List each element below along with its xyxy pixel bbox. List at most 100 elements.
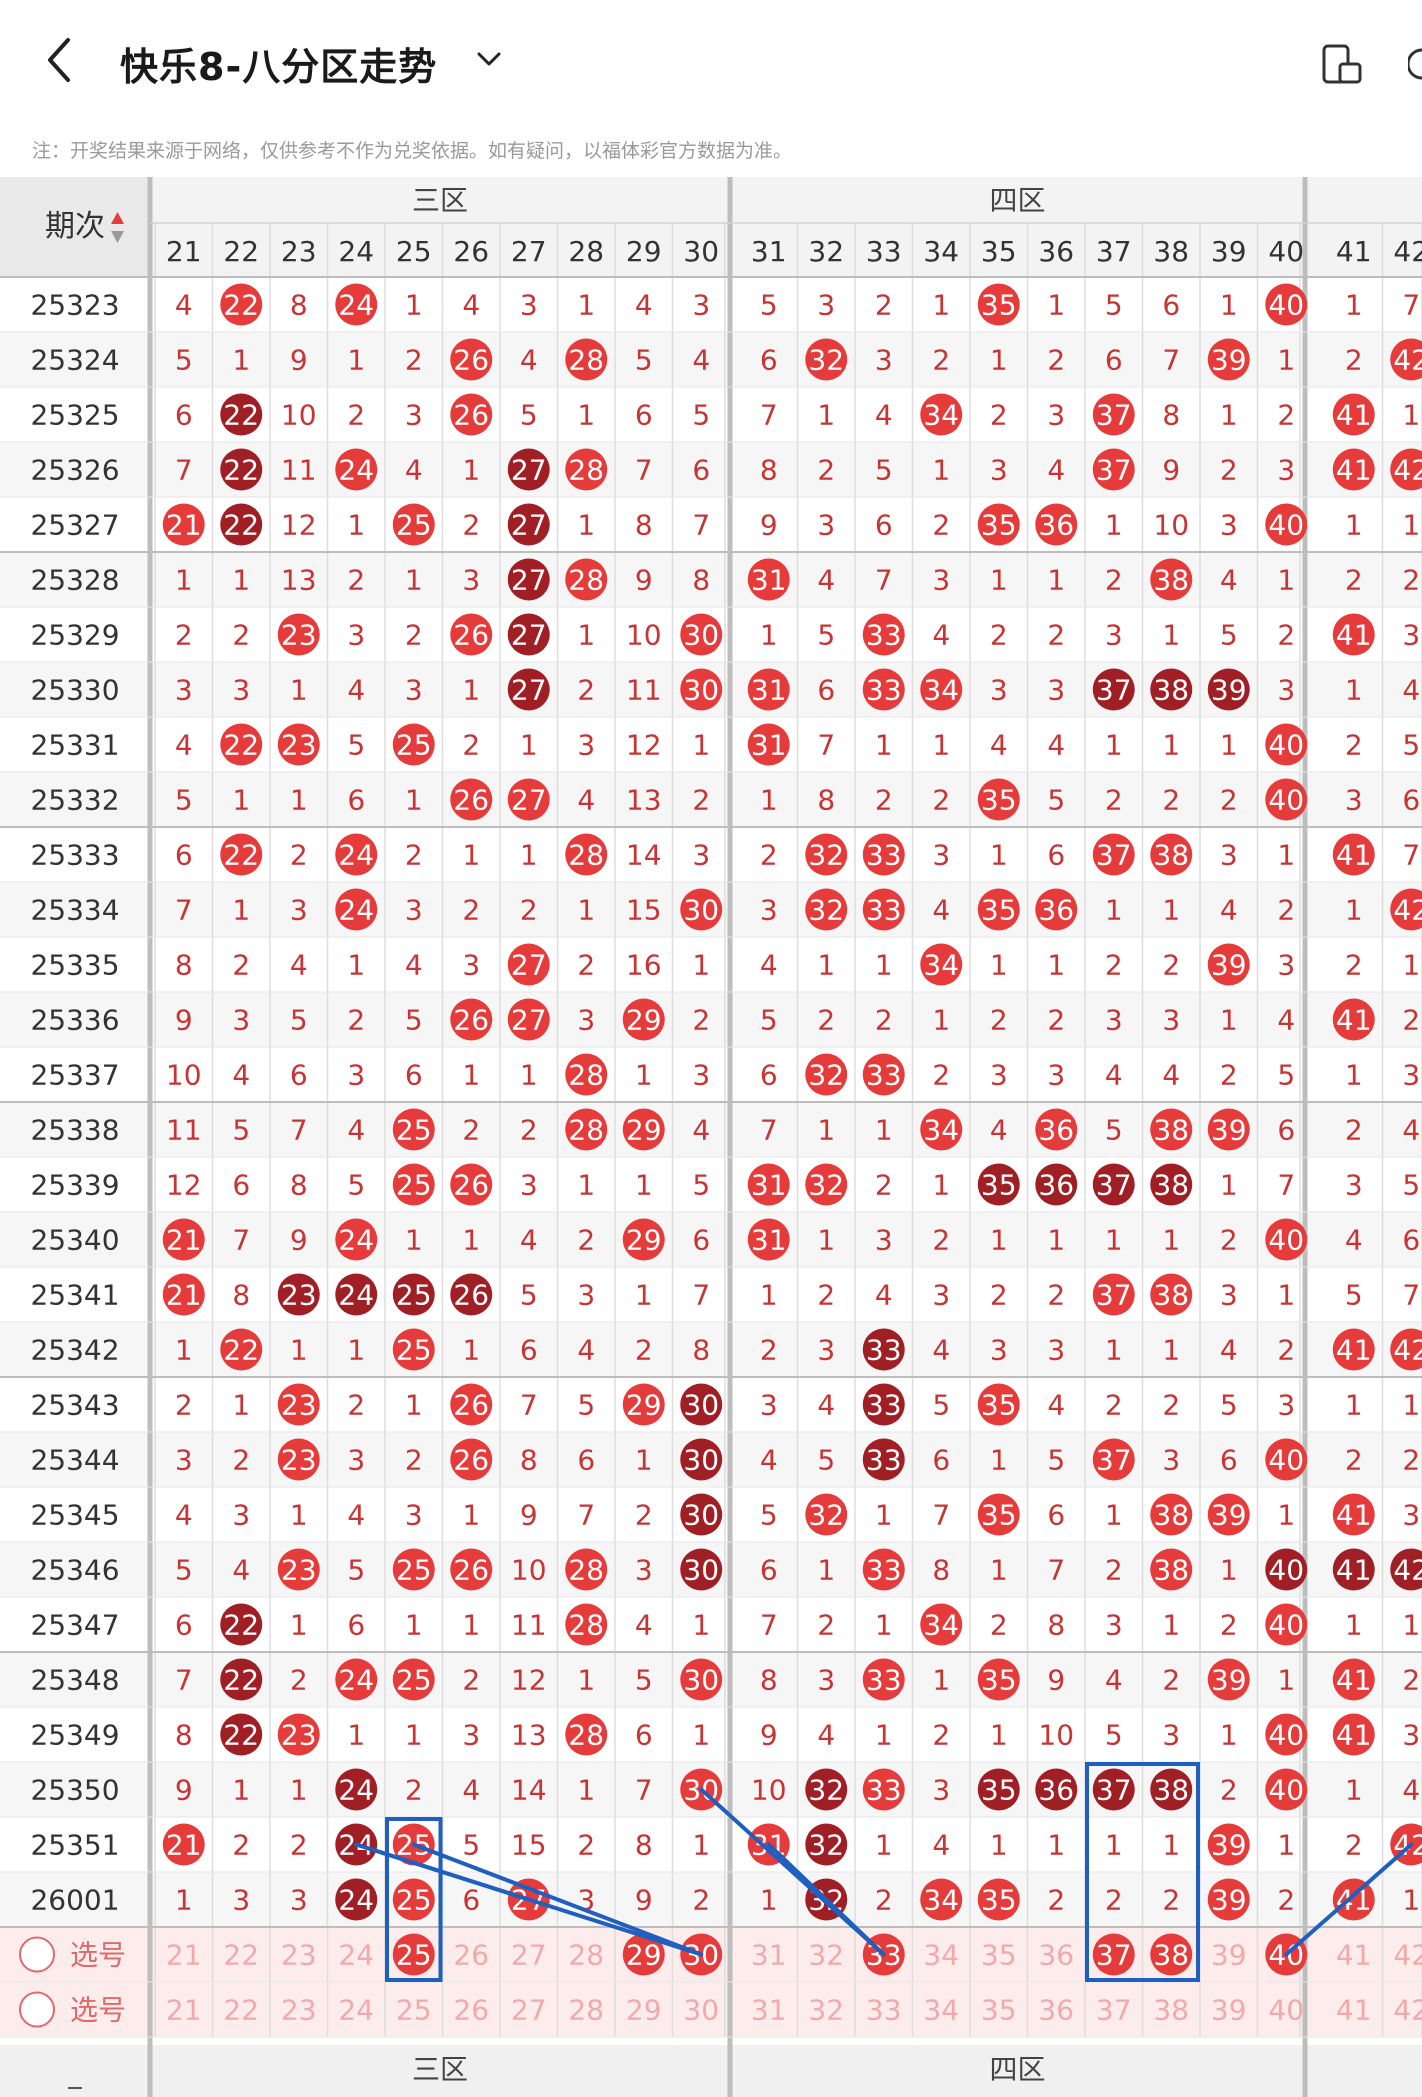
- pick-option[interactable]: 31: [751, 1939, 787, 1972]
- miss-count: 3: [405, 1499, 423, 1532]
- miss-count: 1: [1220, 729, 1238, 762]
- trend-line[interactable]: [766, 1842, 886, 1957]
- selection-box[interactable]: [385, 1817, 443, 1982]
- pick-option[interactable]: 39: [1211, 1939, 1247, 1972]
- pick-option[interactable]: 22: [223, 1939, 259, 1972]
- miss-count: 2: [875, 1169, 893, 1202]
- picked-ball[interactable]: [1092, 1933, 1135, 1976]
- pick-option[interactable]: 27: [511, 1939, 547, 1972]
- picked-ball[interactable]: [1150, 1933, 1193, 1976]
- miss-count: 7: [760, 399, 778, 432]
- miss-count: 3: [1047, 1059, 1065, 1092]
- miss-count: 3: [932, 1279, 950, 1312]
- miss-count: 5: [1047, 1444, 1065, 1477]
- miss-count: 4: [932, 1829, 950, 1862]
- miss-count: 2: [1277, 619, 1295, 652]
- miss-count: 2: [1162, 1664, 1180, 1697]
- pick-option[interactable]: 33: [866, 1994, 902, 2027]
- miss-count: 1: [1220, 289, 1238, 322]
- picked-ball[interactable]: [392, 1933, 435, 1976]
- pick-option[interactable]: 30: [683, 1994, 719, 2027]
- pick-option[interactable]: 25: [396, 1994, 432, 2027]
- miss-count: 10: [751, 1774, 787, 1807]
- miss-count: 5: [1345, 1279, 1363, 1312]
- miss-count: 3: [1220, 1279, 1238, 1312]
- pick-option[interactable]: 28: [568, 1939, 604, 1972]
- more-icon[interactable]: [1408, 46, 1422, 82]
- pick-option[interactable]: 27: [511, 1994, 547, 2027]
- pick-option[interactable]: 35: [981, 1939, 1017, 1972]
- row-period: 25325: [30, 399, 119, 432]
- footer-header-bg: [0, 2045, 1422, 2097]
- miss-count: 1: [175, 1334, 193, 1367]
- miss-count: 16: [626, 949, 662, 982]
- drawn-ball: [747, 558, 790, 601]
- ball-number: 30: [683, 1554, 719, 1587]
- pick-option[interactable]: 32: [808, 1939, 844, 1972]
- pick-option[interactable]: 40: [1268, 1994, 1304, 2027]
- miss-count: 4: [405, 454, 423, 487]
- miss-count: 3: [1220, 509, 1238, 542]
- table-row: 25325 6 22 10 2 3 26 5 1 6 5 7 1 4 34 2 3 37 8 1 2 41 1: [30, 393, 1420, 436]
- pick-option[interactable]: 28: [568, 1994, 604, 2027]
- pick-option[interactable]: 38: [1153, 1994, 1189, 2027]
- pick-option[interactable]: 35: [981, 1994, 1017, 2027]
- sort-icon[interactable]: [111, 212, 124, 243]
- miss-count: 10: [511, 1554, 547, 1587]
- pick-option[interactable]: 31: [751, 1994, 787, 2027]
- pick-option[interactable]: 29: [626, 1994, 662, 2027]
- row-period: 25326: [30, 454, 119, 487]
- ball-number: 28: [568, 1114, 604, 1147]
- pick-option[interactable]: 22: [223, 1994, 259, 2027]
- trend-line[interactable]: [1284, 1842, 1414, 1957]
- table-row: 25349 8 22 23 1 1 3 13 28 6 1 9 4 1 2 1 10 5 3 1 40 41 3: [30, 1713, 1420, 1756]
- drawn-ball: [862, 1658, 905, 1701]
- pick-option[interactable]: 23: [281, 1939, 317, 1972]
- pick-option[interactable]: 26: [453, 1994, 489, 2027]
- pick-option[interactable]: 23: [281, 1994, 317, 2027]
- pick-option[interactable]: 36: [1038, 1939, 1074, 1972]
- pick-option[interactable]: 42: [1393, 1939, 1422, 1972]
- ball-number: 23: [281, 729, 317, 762]
- pick-option[interactable]: 42: [1393, 1994, 1422, 2027]
- miss-count: 6: [347, 1609, 365, 1642]
- pick-option[interactable]: 36: [1038, 1994, 1074, 2027]
- chevron-left-icon[interactable]: [40, 34, 80, 86]
- row-period: 25337: [30, 1059, 119, 1092]
- miss-count: 4: [175, 1499, 193, 1532]
- pick-option[interactable]: 24: [338, 1994, 374, 2027]
- miss-count: 5: [405, 1004, 423, 1037]
- miss-count: 8: [692, 1334, 710, 1367]
- drawn-ball: [507, 778, 550, 821]
- pick-option[interactable]: 32: [808, 1994, 844, 2027]
- pick-option[interactable]: 41: [1336, 1939, 1372, 1972]
- trend-line[interactable]: [411, 1842, 704, 1957]
- ball-number: 22: [223, 729, 259, 762]
- picked-ball[interactable]: [622, 1933, 665, 1976]
- pick-option[interactable]: 39: [1211, 1994, 1247, 2027]
- pick-option[interactable]: 26: [453, 1939, 489, 1972]
- page-title[interactable]: 快乐8-八分区走势: [120, 45, 438, 89]
- pick-option[interactable]: 34: [923, 1939, 959, 1972]
- miss-count: 1: [232, 1774, 250, 1807]
- ball-number: 35: [981, 1774, 1017, 1807]
- selection-box[interactable]: [1085, 1762, 1200, 1982]
- pick-option[interactable]: 21: [166, 1994, 202, 2027]
- pick-radio[interactable]: [19, 1936, 55, 1973]
- drawn-ball: [220, 833, 263, 876]
- row-bg: [0, 1212, 1422, 1267]
- drawn-ball: [392, 723, 435, 766]
- drawn-ball: [680, 888, 723, 931]
- row-bg: [0, 1872, 1422, 1927]
- pick-option[interactable]: 37: [1096, 1994, 1132, 2027]
- device-view-icon[interactable]: [1320, 42, 1364, 86]
- pick-option[interactable]: 24: [338, 1939, 374, 1972]
- pick-radio[interactable]: [19, 1991, 55, 2028]
- pick-option[interactable]: 41: [1336, 1994, 1372, 2027]
- miss-count: 5: [462, 1829, 480, 1862]
- miss-count: 8: [760, 1664, 778, 1697]
- drawn-ball: [680, 1438, 723, 1481]
- chevron-down-icon[interactable]: [474, 44, 504, 74]
- pick-option[interactable]: 34: [923, 1994, 959, 2027]
- pick-option[interactable]: 21: [166, 1939, 202, 1972]
